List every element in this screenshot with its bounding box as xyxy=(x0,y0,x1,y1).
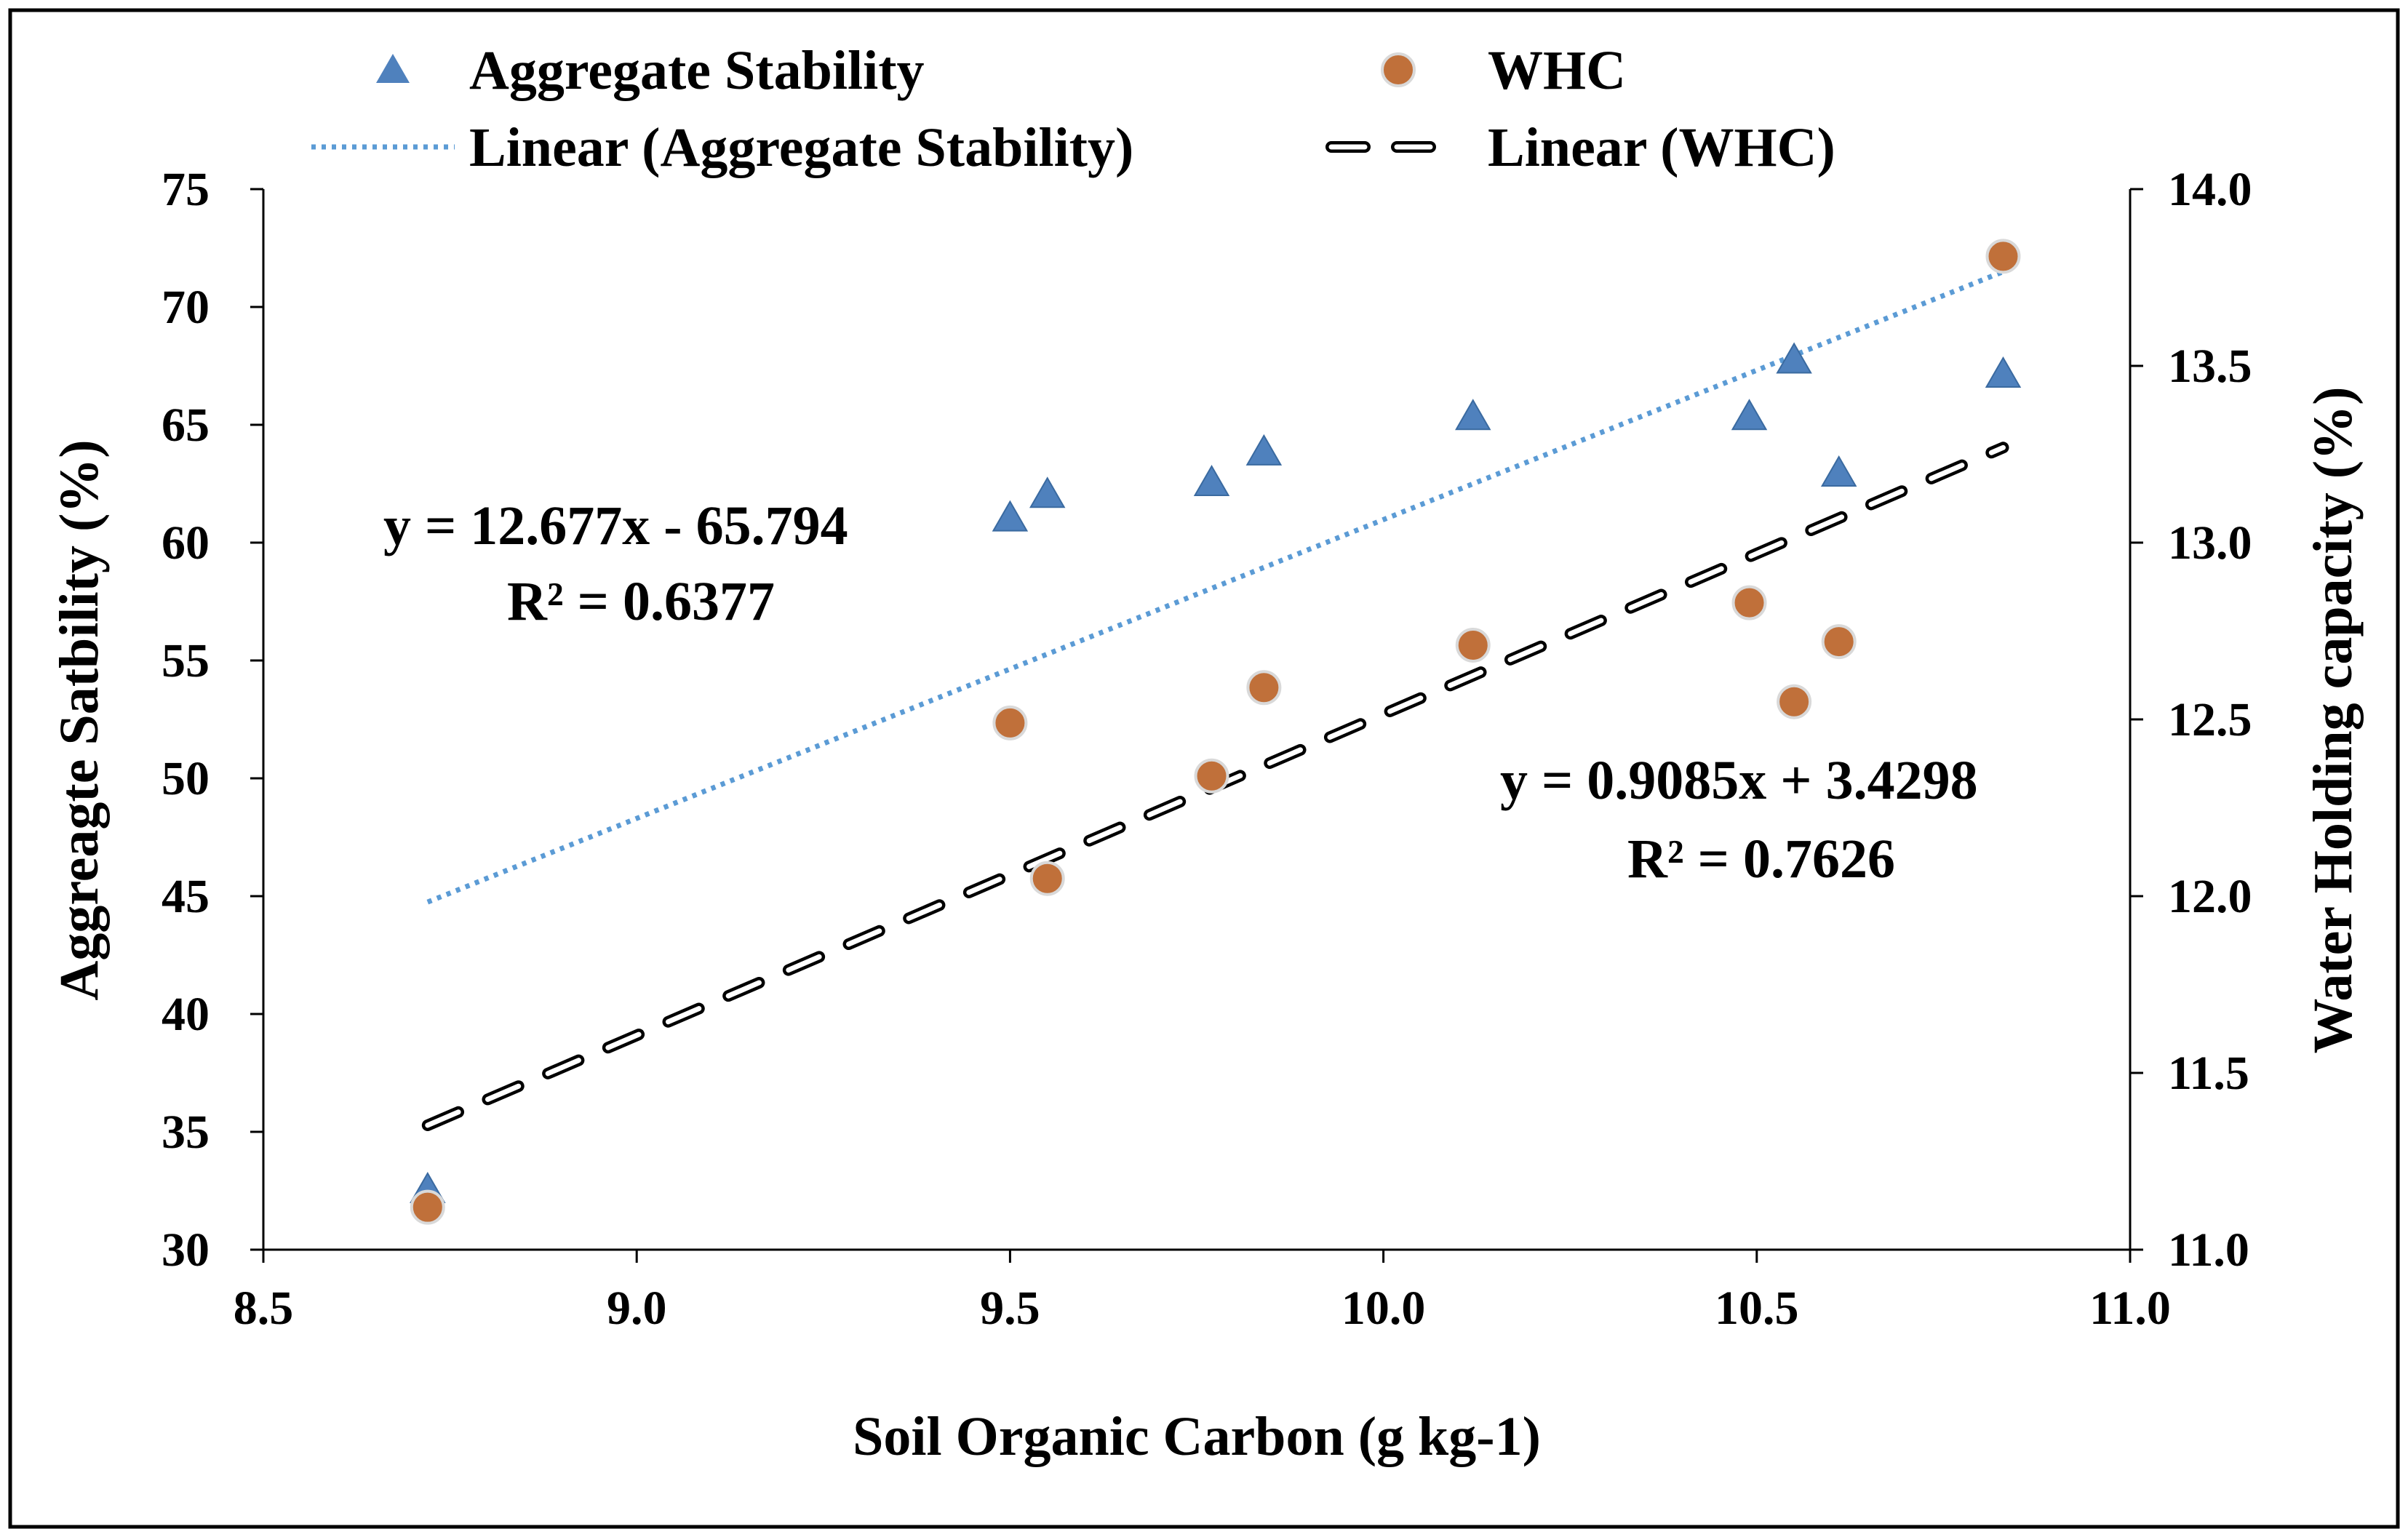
data-point-whc xyxy=(1194,758,1229,794)
whc-r2: R² = 0.7626 xyxy=(1627,829,1895,890)
trendline-aggregate-stability xyxy=(426,269,2004,905)
data-point-aggregate-stability xyxy=(1776,342,1812,374)
aggregate-equation: y = 12.677x - 65.794 xyxy=(383,495,848,556)
x-tick-label: 9.5 xyxy=(980,1282,1040,1335)
right-y-tick-label: 12.0 xyxy=(2168,870,2252,923)
data-point-whc xyxy=(1777,684,1812,719)
aggregate-r2: R² = 0.6377 xyxy=(507,571,775,632)
x-tick-label: 8.5 xyxy=(234,1282,294,1335)
data-point-whc xyxy=(410,1189,445,1225)
data-point-aggregate-stability xyxy=(1193,464,1230,496)
right-y-tick-label: 13.5 xyxy=(2168,340,2252,393)
data-point-whc xyxy=(1731,585,1767,620)
data-point-aggregate-stability xyxy=(1245,434,1283,466)
legend-triangle-marker xyxy=(376,54,410,83)
legend-label-linear-aggregate: Linear (Aggregate Stability) xyxy=(469,117,1133,178)
legend-label-whc: WHC xyxy=(1488,40,1626,101)
left-y-tick-label: 65 xyxy=(162,399,210,452)
data-point-whc xyxy=(1455,627,1491,663)
right-y-tick-label: 14.0 xyxy=(2168,163,2252,216)
data-point-whc xyxy=(1821,624,1857,660)
data-point-whc xyxy=(1029,861,1065,896)
tick-layer: 8.5 9.0 9.5 10.0 10.5 11.0 30 35 40 45 50 55 60 65 70 7… xyxy=(162,163,2252,1335)
left-y-tick-label: 50 xyxy=(162,752,210,805)
data-point-whc xyxy=(1985,239,2021,274)
legend-label-aggregate: Aggregate Stability xyxy=(469,40,925,101)
x-tick-label: 9.0 xyxy=(607,1282,667,1335)
left-y-tick-label: 70 xyxy=(162,281,210,334)
right-y-axis-title: Water Holding capacity (%) xyxy=(2303,387,2364,1054)
data-point-aggregate-stability xyxy=(1731,399,1768,431)
x-tick-label: 10.5 xyxy=(1715,1282,1799,1335)
left-y-tick-label: 40 xyxy=(162,988,210,1041)
legend: Aggregate Stability WHC Linear (Aggregat… xyxy=(311,40,1835,178)
x-tick-label: 11.0 xyxy=(2089,1282,2171,1335)
right-y-tick-label: 11.5 xyxy=(2168,1047,2249,1100)
left-y-tick-label: 55 xyxy=(162,634,210,687)
point-layer xyxy=(410,239,2022,1225)
left-y-tick-label: 35 xyxy=(162,1106,210,1159)
legend-circle-marker xyxy=(1381,52,1416,87)
left-y-axis-title: Aggreagte Satbility (%) xyxy=(49,439,110,1000)
left-y-tick-label: 60 xyxy=(162,516,210,570)
data-point-whc xyxy=(992,705,1028,740)
x-axis-title: Soil Organic Carbon (g kg-1) xyxy=(853,1406,1541,1467)
left-y-tick-label: 75 xyxy=(162,163,210,216)
data-point-whc xyxy=(1246,670,1282,706)
right-y-tick-label: 11.0 xyxy=(2168,1223,2249,1277)
left-y-tick-label: 45 xyxy=(162,870,210,923)
data-point-aggregate-stability xyxy=(1985,356,2022,388)
data-point-aggregate-stability xyxy=(992,500,1029,532)
data-point-aggregate-stability xyxy=(1455,399,1491,431)
data-point-aggregate-stability xyxy=(1029,476,1066,508)
whc-equation: y = 0.9085x + 3.4298 xyxy=(1500,750,1978,811)
x-tick-label: 10.0 xyxy=(1341,1282,1426,1335)
legend-label-linear-whc: Linear (WHC) xyxy=(1488,117,1835,178)
left-y-tick-label: 30 xyxy=(162,1223,210,1277)
right-y-tick-label: 12.5 xyxy=(2168,693,2252,746)
right-y-tick-label: 13.0 xyxy=(2168,516,2252,570)
data-point-aggregate-stability xyxy=(1820,455,1857,487)
